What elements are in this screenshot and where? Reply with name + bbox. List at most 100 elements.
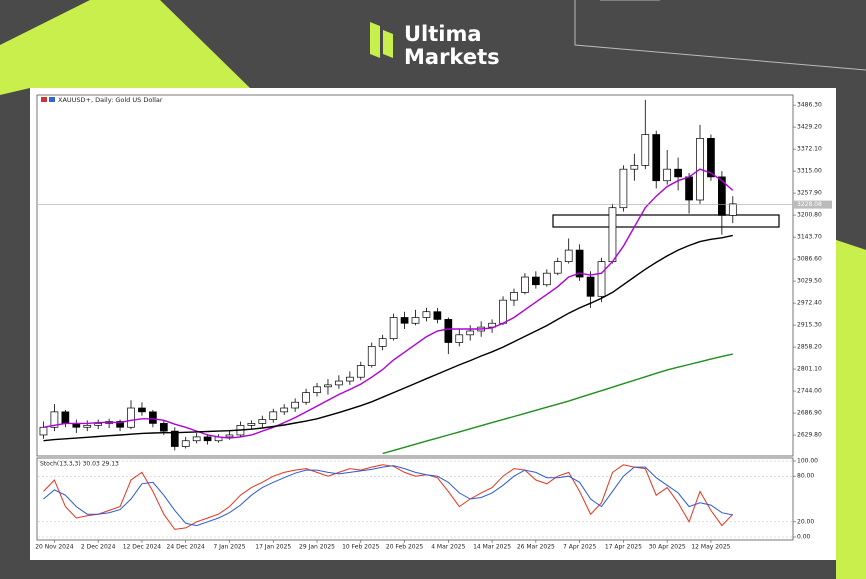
stoch-title: Stoch(13,3,3) 30.03 29.13 [40, 461, 119, 468]
candle-body [258, 419, 267, 424]
y-tick-label: 3429.20 [797, 124, 822, 131]
candle-body [455, 334, 464, 343]
candle-body [400, 317, 409, 324]
y-tick-label: 100.00 [797, 458, 818, 465]
candle-body [652, 134, 661, 182]
candle-body [116, 421, 124, 428]
main-frame [36, 94, 794, 457]
candle-body [728, 203, 737, 216]
y-tick-label: 3486.30 [797, 102, 822, 109]
y-tick-label: 3315.00 [797, 168, 822, 175]
candle-body [411, 317, 420, 324]
x-tick-label: 12 Dec 2024 [123, 544, 162, 551]
candle-body [61, 411, 70, 424]
ma-line [43, 234, 733, 442]
candle-body [433, 311, 442, 320]
candle-body [641, 134, 650, 166]
y-tick-label: 3372.10 [797, 146, 822, 153]
candle-body [707, 138, 715, 178]
price-tag-label: 3228.08 [797, 201, 822, 208]
y-tick-label: 0.00 [797, 534, 811, 541]
logo: Ultima Markets [370, 22, 500, 69]
x-tick-label: 10 Feb 2025 [342, 544, 380, 551]
candle-body [389, 317, 398, 340]
candle-body [356, 365, 365, 378]
x-tick-label: 29 Jan 2025 [299, 544, 335, 551]
zone-box [552, 214, 780, 228]
candle-body [127, 407, 135, 428]
x-tick-label: 17 Apr 2025 [605, 544, 642, 551]
candle-body [630, 164, 639, 170]
y-tick-label: 3200.80 [797, 212, 822, 219]
candle-body [181, 440, 190, 447]
candle-body [422, 311, 431, 318]
candle-body [50, 411, 59, 428]
price-tag [794, 200, 832, 209]
y-tick-label: 2801.10 [797, 366, 822, 373]
candle-body [466, 330, 475, 336]
chart-panel [30, 88, 836, 560]
candle-body [685, 176, 693, 201]
candle-body [586, 276, 595, 297]
x-tick-label: 7 Apr 2025 [563, 544, 596, 551]
deco-line [574, 0, 866, 71]
x-tick-label: 26 Mar 2025 [517, 544, 555, 551]
x-tick-label: 7 Jan 2025 [213, 544, 245, 551]
x-tick-label: 2 Dec 2024 [81, 544, 116, 551]
y-tick-label: 3143.70 [797, 234, 822, 241]
candle-body [521, 276, 529, 293]
y-tick-label: 2915.30 [797, 322, 822, 329]
x-tick-label: 20 Feb 2025 [386, 544, 424, 551]
candle-body [718, 176, 726, 216]
candle-body [159, 423, 168, 432]
candle-body [313, 386, 321, 393]
ma-line [43, 168, 734, 439]
candle-body [291, 401, 299, 409]
brand: Ultima [404, 22, 482, 46]
candle-body [345, 376, 354, 382]
candle-body [608, 207, 617, 262]
candle-body [324, 384, 332, 388]
candle-body [149, 411, 157, 424]
candle-body [488, 322, 496, 328]
y-tick-label: 3029.50 [797, 278, 822, 285]
ma-line [382, 353, 733, 455]
candle-body [378, 338, 387, 347]
candle-body [138, 407, 146, 413]
brand: Markets [404, 45, 500, 69]
candle-body [247, 423, 256, 426]
candle-body [203, 436, 212, 442]
y-tick-label: 80.00 [797, 473, 814, 480]
candle-body [597, 261, 606, 297]
icon [41, 97, 47, 102]
candle-body [225, 434, 234, 438]
x-tick-label: 12 May 2025 [691, 544, 730, 551]
candle-body [663, 168, 672, 182]
candle-body [280, 407, 289, 413]
x-tick-label: 30 Apr 2025 [649, 544, 686, 551]
candle-body [302, 392, 310, 403]
candle-body [510, 292, 518, 301]
candle-body [499, 299, 507, 324]
candle-body [39, 426, 48, 436]
icon [49, 97, 55, 102]
y-tick-label: 2744.00 [797, 388, 822, 395]
candle-body [192, 436, 201, 442]
candle-body [83, 424, 92, 428]
y-tick-label: 3257.90 [797, 190, 822, 197]
y-tick-label: 2858.20 [797, 344, 822, 351]
x-tick-label: 20 Nov 2024 [35, 544, 74, 551]
candle-body [619, 168, 628, 209]
chart-title: XAUUSD+, Daily: Gold US Dollar [58, 96, 163, 104]
x-tick-label: 4 Mar 2025 [431, 544, 465, 551]
candle-body [335, 380, 343, 386]
candle-body [170, 430, 179, 447]
candle-body [575, 249, 584, 278]
y-tick-label: 3086.60 [797, 256, 822, 263]
logo-bar [370, 22, 380, 58]
candle-body [553, 261, 562, 274]
stoch-line [43, 465, 733, 527]
y-tick-label: 2629.80 [797, 432, 822, 439]
